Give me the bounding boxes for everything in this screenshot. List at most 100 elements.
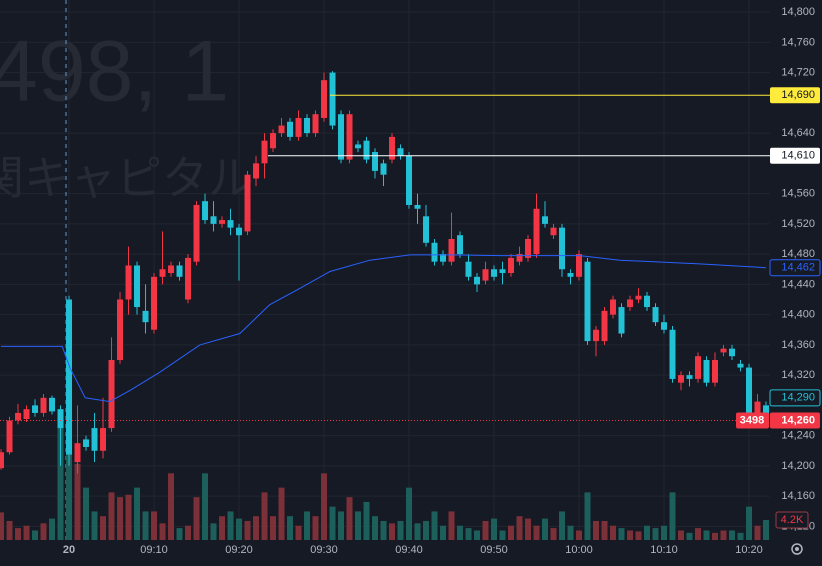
candle-body bbox=[414, 204, 421, 209]
volume-bar bbox=[287, 516, 294, 540]
last-price-label: 14,260 bbox=[781, 414, 815, 426]
volume-bar bbox=[6, 520, 13, 540]
volume-bar bbox=[576, 530, 583, 540]
candle-body bbox=[6, 420, 13, 453]
volume-bar bbox=[270, 516, 277, 540]
candle-body bbox=[423, 216, 430, 243]
volume-bar bbox=[100, 516, 107, 540]
candle-body bbox=[151, 276, 158, 330]
volume-bar bbox=[312, 516, 319, 540]
y-tick-label: 14,520 bbox=[781, 218, 815, 230]
volume-bar bbox=[108, 492, 115, 540]
y-tick-label: 14,320 bbox=[781, 369, 815, 381]
volume-bar bbox=[91, 511, 98, 540]
candle-body bbox=[508, 257, 515, 274]
volume-bar bbox=[253, 516, 260, 540]
candle-body bbox=[321, 80, 328, 118]
plot bbox=[0, 71, 770, 540]
candle-body bbox=[159, 269, 166, 277]
y-tick-label: 14,800 bbox=[781, 6, 815, 18]
candle-body bbox=[542, 216, 549, 224]
volume-bar bbox=[508, 525, 515, 540]
y-tick-label: 14,400 bbox=[781, 309, 815, 321]
volume-bar bbox=[516, 516, 523, 540]
volume-bar bbox=[236, 518, 243, 540]
candle-body bbox=[244, 174, 251, 232]
x-tick-label: 09:40 bbox=[395, 544, 423, 556]
candle-body bbox=[525, 238, 532, 258]
indicator-label: 14,290 bbox=[781, 392, 815, 404]
settings-icon[interactable] bbox=[791, 543, 803, 555]
volume-bar bbox=[542, 518, 549, 540]
candle-body bbox=[185, 257, 192, 300]
candle-body bbox=[754, 401, 761, 413]
candle-body bbox=[686, 375, 693, 379]
candle-body bbox=[550, 227, 557, 236]
y-tick-label: 14,440 bbox=[781, 278, 815, 290]
volume-bar bbox=[151, 511, 158, 540]
candle-body bbox=[329, 72, 336, 126]
candle-body bbox=[0, 452, 5, 469]
candle-body bbox=[363, 140, 370, 160]
x-tick-label: 10:20 bbox=[735, 544, 763, 556]
candle-body bbox=[270, 133, 277, 149]
candle-body bbox=[695, 356, 702, 379]
candle-body bbox=[117, 299, 124, 360]
x-tick-label: 09:30 bbox=[310, 544, 338, 556]
x-tick-label: 09:50 bbox=[480, 544, 508, 556]
candle-body bbox=[49, 397, 56, 412]
candle-body bbox=[338, 114, 345, 160]
volume-bar bbox=[440, 525, 447, 540]
volume-bar bbox=[627, 530, 634, 540]
volume-bar bbox=[720, 530, 727, 540]
candle-body bbox=[474, 276, 481, 285]
candle-body bbox=[134, 265, 141, 308]
candle-body bbox=[100, 428, 107, 451]
candle-body bbox=[737, 363, 744, 368]
volume-bar bbox=[185, 525, 192, 540]
x-tick-label: 09:10 bbox=[140, 544, 168, 556]
volume-bar bbox=[261, 492, 268, 540]
volume-bar bbox=[219, 516, 226, 540]
volume-bar bbox=[66, 449, 73, 540]
candle-body bbox=[703, 360, 710, 383]
volume-bar bbox=[346, 497, 353, 540]
candle-body bbox=[295, 117, 302, 137]
y-tick-label: 14,720 bbox=[781, 67, 815, 79]
volume-bar bbox=[695, 528, 702, 540]
candle-body bbox=[312, 114, 319, 134]
candle-body bbox=[40, 397, 47, 413]
candle-body bbox=[236, 227, 243, 236]
volume-bar bbox=[635, 531, 642, 540]
candle-body bbox=[346, 114, 353, 160]
settings-dot[interactable] bbox=[795, 547, 799, 551]
candle-body bbox=[593, 329, 600, 342]
volume-bar bbox=[584, 492, 591, 540]
volume-bar bbox=[737, 532, 744, 540]
volume-bar bbox=[329, 506, 336, 540]
candle-body bbox=[406, 155, 413, 205]
candle-body bbox=[635, 295, 642, 300]
volume-bar bbox=[559, 511, 566, 540]
candle-body bbox=[678, 375, 685, 383]
volume-bar bbox=[74, 463, 81, 540]
candle-body bbox=[499, 269, 506, 274]
candle-body bbox=[397, 148, 404, 156]
vwap-label: 14,462 bbox=[781, 262, 815, 274]
volume-bar bbox=[661, 525, 668, 540]
candle-body bbox=[57, 409, 64, 429]
volume-bar bbox=[117, 497, 124, 540]
settings-ring[interactable] bbox=[791, 543, 803, 555]
volume-bar bbox=[474, 530, 481, 540]
volume-bar bbox=[499, 530, 506, 540]
indicator-box bbox=[769, 389, 821, 407]
candle-body bbox=[380, 163, 387, 175]
volume-bar bbox=[321, 473, 328, 540]
candle-body bbox=[610, 299, 617, 315]
last-volume-label: 4.2K bbox=[781, 514, 804, 526]
volume-bar bbox=[457, 525, 464, 540]
candle-body bbox=[576, 254, 583, 277]
volume-bar bbox=[644, 525, 651, 540]
volume-bar bbox=[125, 494, 132, 540]
candle-body bbox=[278, 125, 285, 134]
